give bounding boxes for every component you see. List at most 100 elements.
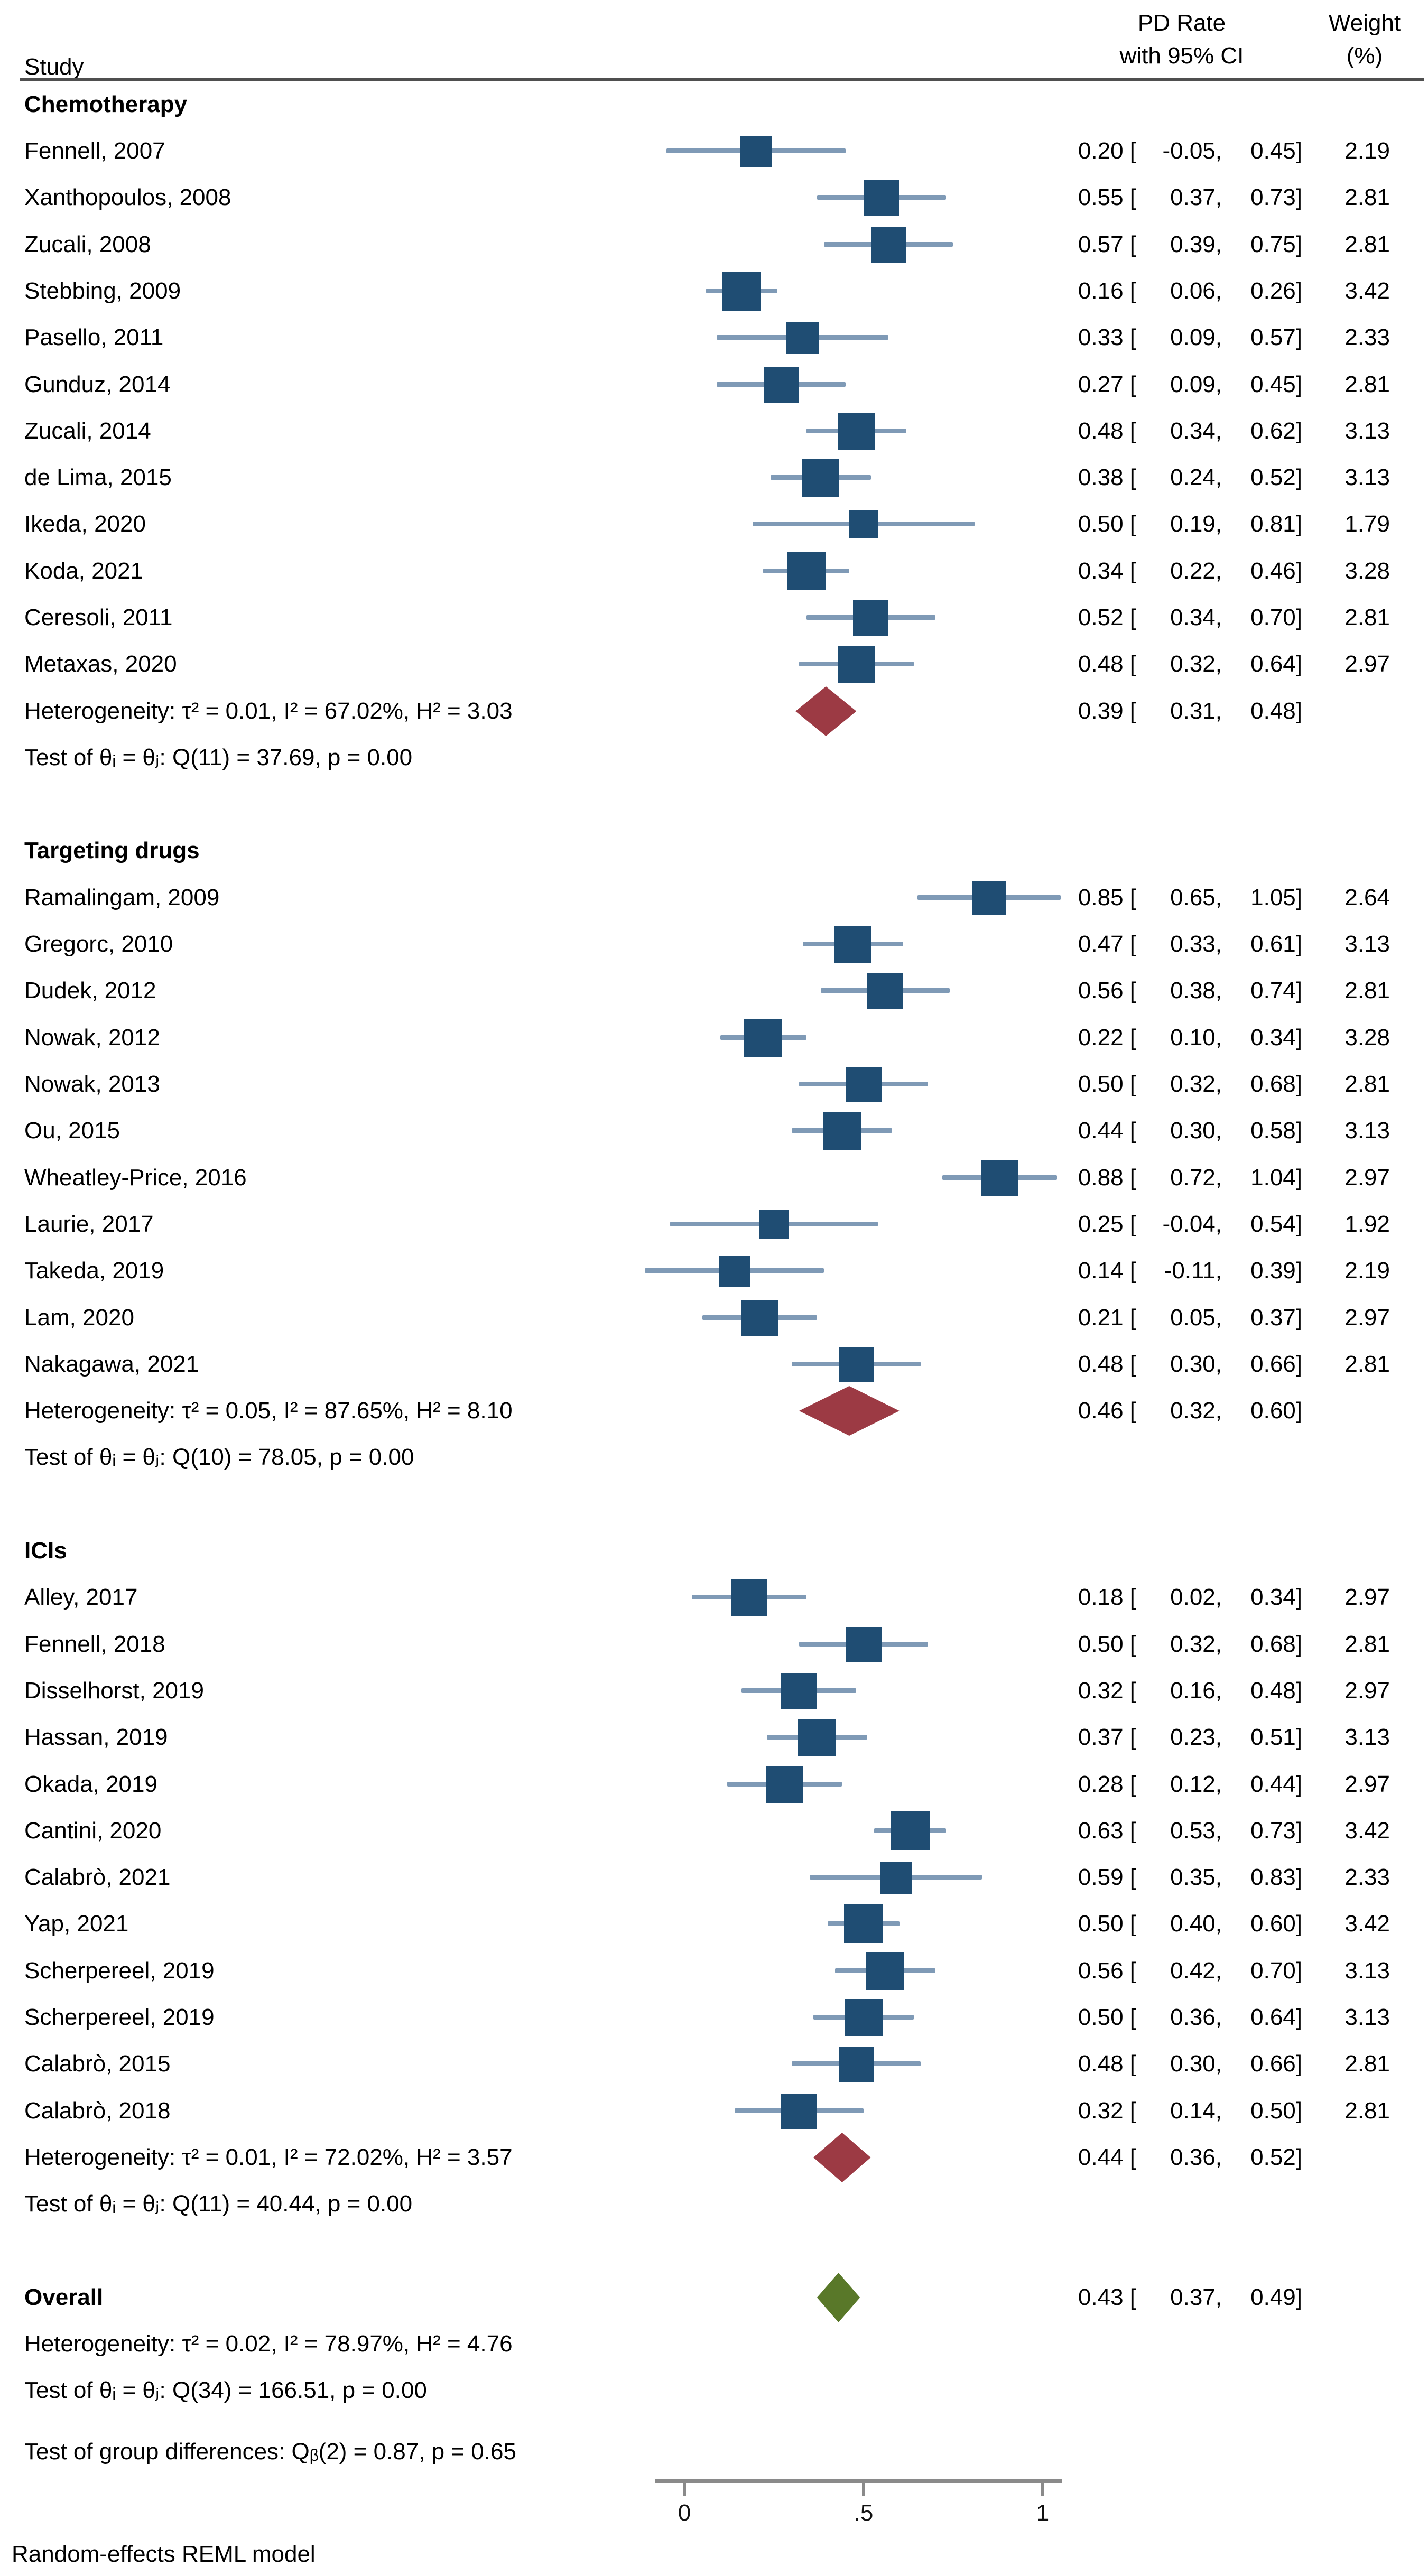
heterogeneity-text: Heterogeneity: τ² = 0.01, I² = 67.02%, H… <box>24 698 513 724</box>
ci-lower-text: 0.32, <box>1170 1631 1222 1657</box>
ci-lower-text: 0.06, <box>1170 278 1222 304</box>
effect-square <box>834 926 871 963</box>
study-row: Ramalingam, 2009 0.85 [0.65, 1.05] 2.64 <box>0 875 1428 921</box>
estimate-text: 0.22 [ <box>1078 1025 1136 1050</box>
ci-lower-text: 0.37, <box>1170 2284 1222 2310</box>
ci-lower-text: 0.42, <box>1170 1958 1222 1984</box>
weight-text: 3.13 <box>1344 1724 1390 1750</box>
weight-text: 2.33 <box>1344 324 1390 350</box>
estimate-text: 0.85 [ <box>1078 885 1136 910</box>
study-label: Calabrò, 2021 <box>24 1864 171 1890</box>
ci-upper-text: 0.60] <box>1250 1398 1302 1424</box>
ci-lower-text: 0.40, <box>1170 1911 1222 1937</box>
overall-label: Overall <box>24 2284 104 2310</box>
study-label: Ikeda, 2020 <box>24 511 146 537</box>
effect-square <box>839 1347 874 1382</box>
weight-text: 3.13 <box>1344 931 1390 957</box>
estimate-text: 0.88 [ <box>1078 1165 1136 1191</box>
ci-lower-text: 0.32, <box>1170 651 1222 677</box>
ci-upper-text: 0.50] <box>1250 2098 1302 2124</box>
ci-upper-text: 0.57] <box>1250 324 1302 350</box>
axis-tick <box>862 2483 865 2496</box>
ci-upper-text: 0.66] <box>1250 2051 1302 2077</box>
study-label: de Lima, 2015 <box>24 464 172 490</box>
study-row: Koda, 2021 0.34 [0.22, 0.46] 3.28 <box>0 548 1428 594</box>
summary-diamond <box>813 2133 871 2182</box>
weight-text: 2.64 <box>1344 885 1390 910</box>
study-row: Okada, 2019 0.28 [0.12, 0.44] 2.97 <box>0 1761 1428 1808</box>
ci-upper-text: 0.34] <box>1250 1584 1302 1610</box>
estimate-text: 0.50 [ <box>1078 1071 1136 1097</box>
study-label: Ceresoli, 2011 <box>24 605 173 630</box>
effect-square <box>741 1300 778 1336</box>
effect-square <box>864 180 899 216</box>
axis-tick <box>1041 2483 1044 2496</box>
estimate-text: 0.32 [ <box>1078 1678 1136 1704</box>
weight-text: 3.13 <box>1344 464 1390 490</box>
estimate-text: 0.14 [ <box>1078 1258 1136 1284</box>
study-row: Dudek, 2012 0.56 [0.38, 0.74] 2.81 <box>0 968 1428 1014</box>
effect-square <box>880 1862 912 1894</box>
effect-square <box>849 510 878 538</box>
x-axis-line <box>655 2479 1062 2483</box>
study-row: Wheatley-Price, 2016 0.88 [0.72, 1.04] 2.97 <box>0 1155 1428 1201</box>
estimate-text: 0.38 [ <box>1078 464 1136 490</box>
estimate-text: 0.50 [ <box>1078 2004 1136 2030</box>
effect-square <box>759 1210 789 1239</box>
study-row: Scherpereel, 2019 0.50 [0.36, 0.64] 3.13 <box>0 1994 1428 2041</box>
study-row: Ikeda, 2020 0.50 [0.19, 0.81] 1.79 <box>0 501 1428 547</box>
effect-square <box>838 646 875 683</box>
weight-text: 2.33 <box>1344 1864 1390 1890</box>
ci-lower-text: 0.09, <box>1170 371 1222 397</box>
estimate-text: 0.48 [ <box>1078 418 1136 444</box>
estimate-text: 0.50 [ <box>1078 511 1136 537</box>
ci-upper-text: 0.52] <box>1250 2144 1302 2170</box>
effect-square <box>981 1160 1018 1196</box>
study-row: Calabrò, 2018 0.32 [0.14, 0.50] 2.81 <box>0 2088 1428 2134</box>
study-label: Lam, 2020 <box>24 1305 134 1331</box>
ci-lower-text: -0.05, <box>1162 138 1222 164</box>
effect-square <box>740 136 772 167</box>
test-text: Test of θᵢ = θⱼ: Q(10) = 78.05, p = 0.00 <box>24 1444 414 1470</box>
estimate-text: 0.28 [ <box>1078 1771 1136 1797</box>
estimate-text: 0.33 [ <box>1078 324 1136 350</box>
ci-lower-text: 0.24, <box>1170 464 1222 490</box>
effect-square <box>846 1627 882 1662</box>
estimate-text: 0.37 [ <box>1078 1724 1136 1750</box>
group-name: Targeting drugs <box>24 838 200 863</box>
study-row: Lam, 2020 0.21 [0.05, 0.37] 2.97 <box>0 1295 1428 1341</box>
weight-text: 2.81 <box>1344 1631 1390 1657</box>
weight-text: 1.92 <box>1344 1211 1390 1237</box>
weight-text: 2.97 <box>1344 1678 1390 1704</box>
estimate-text: 0.50 [ <box>1078 1631 1136 1657</box>
effect-square <box>839 2047 874 2082</box>
ci-upper-text: 0.49] <box>1250 2284 1302 2310</box>
ci-upper-text: 0.39] <box>1250 1258 1302 1284</box>
study-label: Dudek, 2012 <box>24 978 156 1003</box>
ci-upper-text: 0.48] <box>1250 698 1302 724</box>
ci-lower-text: 0.14, <box>1170 2098 1222 2124</box>
weight-text: 3.13 <box>1344 1958 1390 1984</box>
estimate-text: 0.57 [ <box>1078 231 1136 257</box>
study-label: Nowak, 2013 <box>24 1071 160 1097</box>
weight-column-header-line2: (%) <box>1346 43 1383 69</box>
estimate-text: 0.25 [ <box>1078 1211 1136 1237</box>
ci-lower-text: 0.09, <box>1170 324 1222 350</box>
weight-text: 3.13 <box>1344 2004 1390 2030</box>
ci-upper-text: 0.68] <box>1250 1631 1302 1657</box>
weight-text: 3.28 <box>1344 1025 1390 1050</box>
summary-diamond <box>795 686 857 736</box>
estimate-text: 0.59 [ <box>1078 1864 1136 1890</box>
weight-text: 2.81 <box>1344 2051 1390 2077</box>
effect-square <box>866 1952 904 1990</box>
estimate-text: 0.46 [ <box>1078 1398 1136 1424</box>
effect-square <box>764 367 799 403</box>
heterogeneity-text: Heterogeneity: τ² = 0.01, I² = 72.02%, H… <box>24 2144 513 2170</box>
effect-square <box>823 1112 861 1150</box>
weight-text: 3.42 <box>1344 1911 1390 1937</box>
study-row: Xanthopoulos, 2008 0.55 [0.37, 0.73] 2.81 <box>0 174 1428 221</box>
weight-text: 2.81 <box>1344 1071 1390 1097</box>
overall-heterogeneity-row: Heterogeneity: τ² = 0.02, I² = 78.97%, H… <box>0 2321 1428 2367</box>
ci-lower-text: 0.02, <box>1170 1584 1222 1610</box>
